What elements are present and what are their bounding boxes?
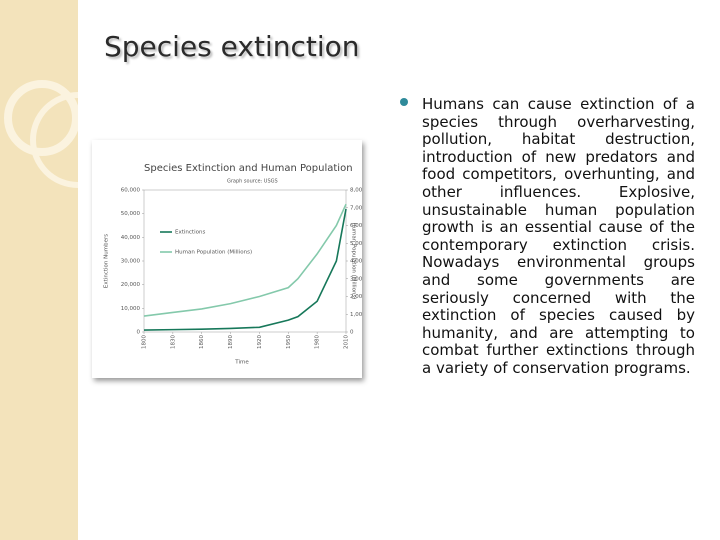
x-tick-label: 1950 (286, 335, 292, 349)
x-tick-label: 1800 (142, 335, 148, 349)
x-tick-label: 1920 (257, 335, 263, 349)
series-line (143, 208, 347, 331)
legend-label: Human Population (Millions) (175, 250, 252, 256)
y2-tick-label: 6,000 (350, 223, 362, 229)
y-tick-label: 50,000 (121, 211, 141, 217)
slide-title: Species extinction (104, 30, 360, 63)
y-tick-label: 10,000 (121, 306, 141, 312)
x-axis-label: Time (234, 360, 249, 366)
decor (0, 0, 78, 540)
body-text: Humans can cause extinction of a species… (422, 95, 695, 377)
chart: Species Extinction and Human Population … (92, 140, 362, 378)
y2-tick-label: 5,000 (350, 241, 362, 247)
chart-title: Species Extinction and Human Population (144, 163, 353, 174)
x-tick-label: 1830 (170, 335, 176, 349)
y2-tick-label: 0 (350, 330, 354, 336)
x-tick-label: 2010 (344, 335, 350, 349)
y-tick-label: 30,000 (121, 259, 141, 265)
y2-tick-label: 7,000 (350, 205, 362, 211)
y2-tick-label: 2,000 (350, 294, 362, 300)
y2-tick-label: 8,000 (350, 188, 362, 194)
bullet (400, 98, 408, 106)
y2-axis-label: Human Population (Millions) (351, 222, 357, 299)
y-tick-label: 40,000 (121, 235, 141, 241)
x-tick-label: 1980 (315, 335, 321, 349)
y2-tick-label: 1,000 (350, 312, 362, 318)
legend-label: Extinctions (175, 230, 205, 236)
chart-subtitle: Graph source: USGS (227, 179, 278, 185)
y2-tick-label: 3,000 (350, 276, 362, 282)
y2-tick-label: 4,000 (350, 259, 362, 265)
y-tick-label: 60,000 (121, 188, 141, 194)
y-tick-label: 0 (137, 330, 141, 336)
y-axis-label: Extinction Numbers (104, 234, 110, 288)
y-tick-label: 20,000 (121, 282, 141, 288)
x-tick-label: 1860 (199, 335, 205, 349)
series-line (143, 203, 347, 317)
plot-frame (143, 189, 347, 333)
x-tick-label: 1890 (228, 335, 234, 349)
